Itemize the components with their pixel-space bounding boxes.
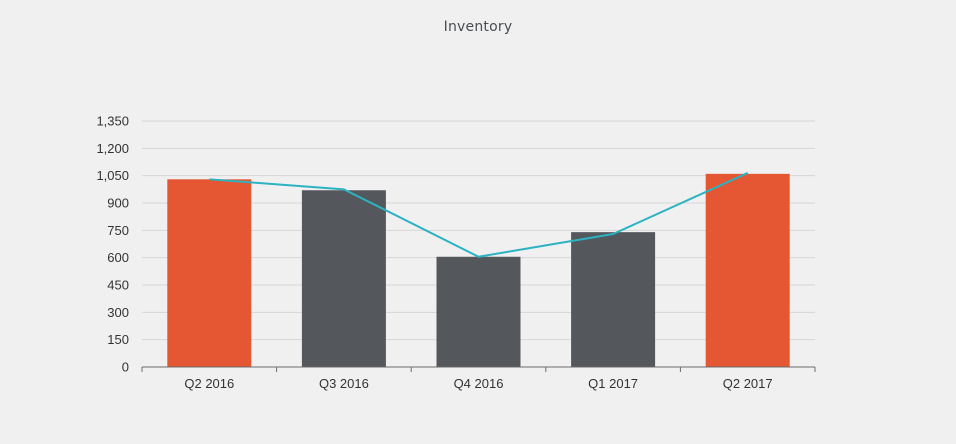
y-tick-label: 150 — [107, 332, 129, 347]
y-tick-label: 0 — [122, 360, 129, 375]
bar-q3-2016 — [301, 190, 386, 367]
y-tick-label: 600 — [107, 250, 129, 265]
bar-q2-2016 — [167, 179, 252, 367]
y-axis-tick-labels: 0 150 300 450 600 750 900 1,050 1,200 1,350 — [96, 114, 129, 375]
y-tick-label: 1,350 — [96, 114, 129, 129]
bar-q1-2017 — [571, 232, 656, 367]
bar-q4-2016 — [436, 256, 521, 367]
x-axis-tick-labels: Q2 2016 Q3 2016 Q4 2016 Q1 2017 Q2 2017 — [184, 376, 772, 391]
x-tick-label: Q2 2017 — [723, 376, 773, 391]
y-tick-label: 1,200 — [96, 141, 129, 156]
x-tick-label: Q2 2016 — [184, 376, 234, 391]
x-tick-label: Q3 2016 — [319, 376, 369, 391]
y-tick-label: 450 — [107, 278, 129, 293]
axes — [141, 366, 816, 372]
y-tick-label: 300 — [107, 305, 129, 320]
bar-q2-2017 — [705, 173, 790, 367]
x-tick-label: Q4 2016 — [454, 376, 504, 391]
y-tick-label: 750 — [107, 223, 129, 238]
y-tick-label: 1,050 — [96, 168, 129, 183]
y-tick-label: 900 — [107, 196, 129, 211]
line-series — [209, 172, 749, 258]
x-tick-label: Q1 2017 — [588, 376, 638, 391]
chart-title: Inventory — [443, 19, 513, 35]
bar-series — [167, 173, 790, 367]
trend-line — [209, 172, 749, 258]
